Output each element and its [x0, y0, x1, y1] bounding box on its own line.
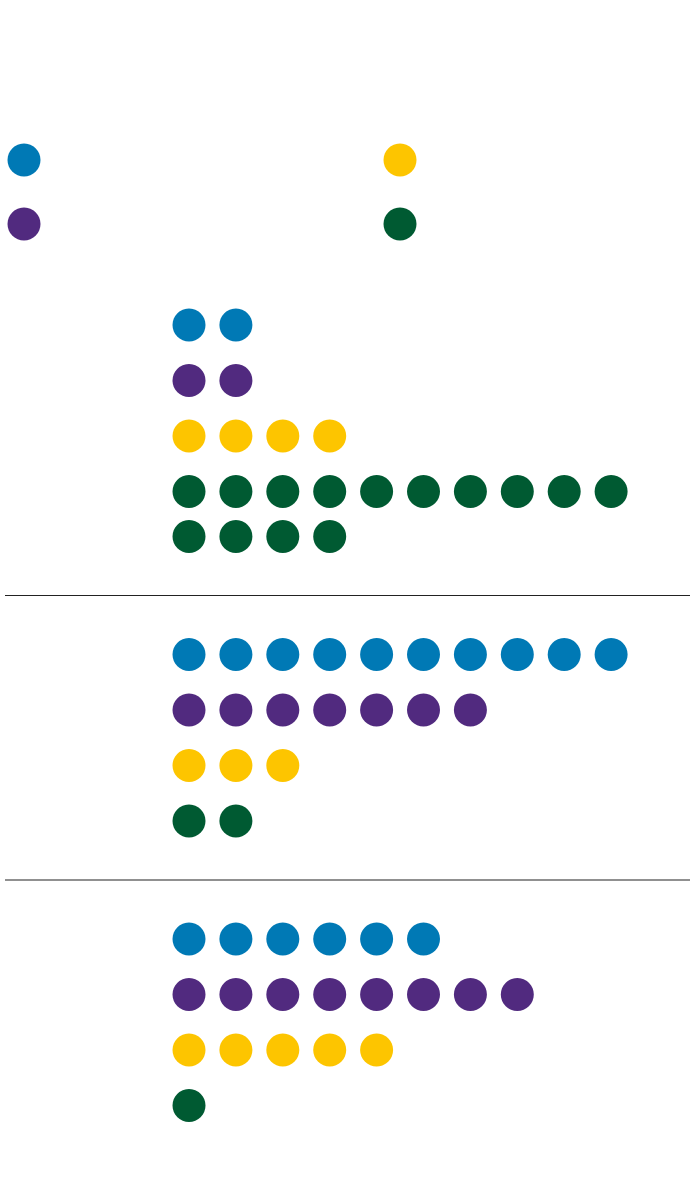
- unit-dot: [407, 693, 440, 727]
- unit-dot: [172, 1033, 206, 1067]
- unit-dot: [219, 308, 253, 342]
- unit-dot: [407, 978, 440, 1011]
- unit-dot: [266, 638, 300, 671]
- unit-dot: [313, 638, 347, 671]
- legend-marker: [383, 143, 417, 177]
- unit-dot: [500, 475, 534, 508]
- unit-dot: [407, 475, 440, 508]
- unit-dot: [360, 693, 394, 727]
- unit-dot: [547, 475, 581, 508]
- unit-dot: [219, 364, 253, 397]
- unit-dot: [172, 638, 206, 671]
- unit-dot: [266, 693, 300, 727]
- unit-dot: [219, 1033, 253, 1067]
- unit-dot: [172, 308, 206, 342]
- unit-dot: [266, 1033, 300, 1067]
- unit-dot: [172, 1089, 206, 1122]
- unit-dot: [594, 475, 628, 508]
- unit-dot: [547, 638, 581, 671]
- legend-marker: [7, 143, 41, 177]
- unit-dot: [172, 520, 206, 553]
- legend-marker: [383, 207, 417, 241]
- unit-dot: [313, 978, 347, 1011]
- unit-dot: [360, 1033, 394, 1067]
- unit-dot: [453, 693, 487, 727]
- unit-dot: [360, 475, 394, 508]
- unit-dot: [360, 638, 394, 671]
- unit-dot: [313, 520, 347, 553]
- unit-dot: [313, 475, 347, 508]
- unit-dot: [219, 419, 253, 453]
- unit-dot: [266, 419, 300, 453]
- unit-dot: [219, 804, 253, 838]
- unit-dot: [172, 922, 206, 956]
- unit-dot: [219, 922, 253, 956]
- unit-dot: [594, 638, 628, 671]
- unit-dot: [266, 922, 300, 956]
- unit-dot: [219, 749, 253, 782]
- unit-dot: [453, 475, 487, 508]
- unit-dot: [219, 978, 253, 1011]
- unit-dot: [172, 804, 206, 838]
- unit-dot: [360, 922, 394, 956]
- unit-dot: [453, 638, 487, 671]
- unit-dot: [500, 978, 534, 1011]
- unit-dot: [172, 749, 206, 782]
- unit-dot: [219, 693, 253, 727]
- unit-dot: [500, 638, 534, 671]
- unit-dot: [313, 922, 347, 956]
- unit-dot: [266, 520, 300, 553]
- unit-dot: [172, 419, 206, 453]
- unit-dot: [266, 978, 300, 1011]
- unit-dot: [172, 978, 206, 1011]
- legend-marker: [7, 207, 41, 241]
- unit-dot: [407, 638, 440, 671]
- unit-dot: [266, 475, 300, 508]
- unit-dot: [453, 978, 487, 1011]
- unit-dot: [219, 475, 253, 508]
- unit-dot: [172, 475, 206, 508]
- unit-dot: [219, 520, 253, 553]
- unit-dot: [219, 638, 253, 671]
- unit-dot: [172, 693, 206, 727]
- unit-dot: [313, 693, 347, 727]
- unit-dot: [266, 749, 300, 782]
- unit-dot: [407, 922, 440, 956]
- unit-dot: [313, 419, 347, 453]
- unit-dot: [172, 364, 206, 397]
- unit-dot: [360, 978, 394, 1011]
- unit-dot: [313, 1033, 347, 1067]
